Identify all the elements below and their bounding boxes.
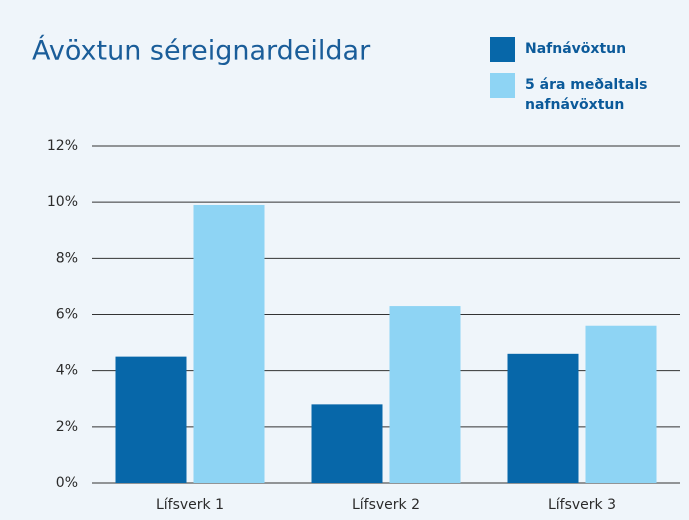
x-tick-label: Lífsverk 1 <box>156 497 224 513</box>
y-tick-label: 10% <box>47 194 78 210</box>
legend: Nafnávöxtun 5 ára meðaltals nafnávöxtun <box>490 37 680 126</box>
y-tick-label: 6% <box>56 307 78 323</box>
bar <box>507 353 579 483</box>
chart-title: Ávöxtun séreignardeildar <box>32 35 371 67</box>
y-tick-label: 12% <box>47 138 78 154</box>
bar <box>311 404 383 483</box>
bar <box>193 204 265 483</box>
legend-item: 5 ára meðaltals nafnávöxtun <box>490 73 680 115</box>
y-tick-label: 4% <box>56 363 78 379</box>
x-tick-label: Lífsverk 2 <box>352 497 420 513</box>
bar <box>115 356 187 483</box>
legend-label: Nafnávöxtun <box>525 41 627 57</box>
legend-swatch <box>490 37 515 62</box>
y-tick-label: 0% <box>56 475 78 491</box>
y-tick-label: 8% <box>56 250 78 266</box>
legend-label: 5 ára meðaltals nafnávöxtun <box>525 77 648 113</box>
legend-item: Nafnávöxtun <box>490 37 680 62</box>
legend-swatch <box>490 73 515 98</box>
bar <box>389 306 461 483</box>
x-tick-label: Lífsverk 3 <box>548 497 616 513</box>
bar <box>585 325 657 483</box>
y-tick-label: 2% <box>56 419 78 435</box>
